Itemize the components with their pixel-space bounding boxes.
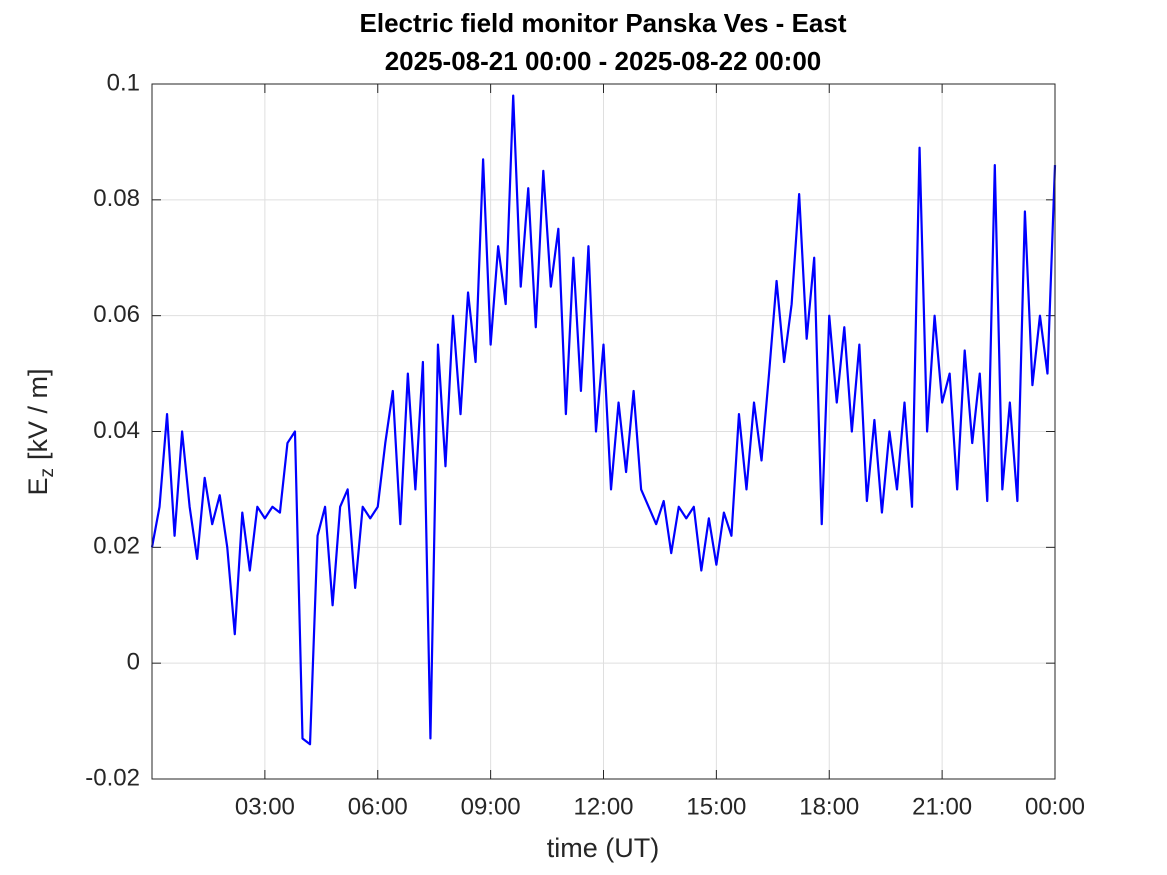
x-tick-label: 03:00 (235, 793, 295, 820)
y-tick-label: 0.08 (93, 185, 140, 212)
y-tick-label: 0.1 (107, 69, 140, 96)
x-tick-label: 06:00 (348, 793, 408, 820)
y-axis-label: Ez [kV / m] (23, 368, 58, 495)
y-label-base: E (23, 478, 53, 496)
chart-title: Electric field monitor Panska Ves - East (360, 8, 847, 38)
x-tick-label: 00:00 (1025, 793, 1085, 820)
y-label-subscript: z (37, 468, 58, 478)
axes-box (151, 83, 1056, 780)
x-tick-label: 18:00 (799, 793, 859, 820)
y-tick-label: 0.04 (93, 417, 140, 444)
x-tick-label: 09:00 (461, 793, 521, 820)
y-tick-label: 0.02 (93, 533, 140, 560)
chart-subtitle: 2025-08-21 00:00 - 2025-08-22 00:00 (385, 46, 822, 76)
y-tick-label: -0.02 (85, 764, 140, 791)
x-axis-label: time (UT) (547, 833, 659, 863)
y-tick-label: 0.06 (93, 301, 140, 328)
x-tick-label: 12:00 (573, 793, 633, 820)
x-tick-label: 21:00 (912, 793, 972, 820)
plot-area: -0.02 0 0.02 0.04 0.06 0.08 0.1 03:00 06:00 09:00… (85, 69, 1085, 820)
data-line (150, 94, 1057, 746)
y-label-unit: [kV / m] (23, 368, 53, 460)
y-tick-label: 0 (127, 649, 140, 676)
x-tick-label: 15:00 (686, 793, 746, 820)
